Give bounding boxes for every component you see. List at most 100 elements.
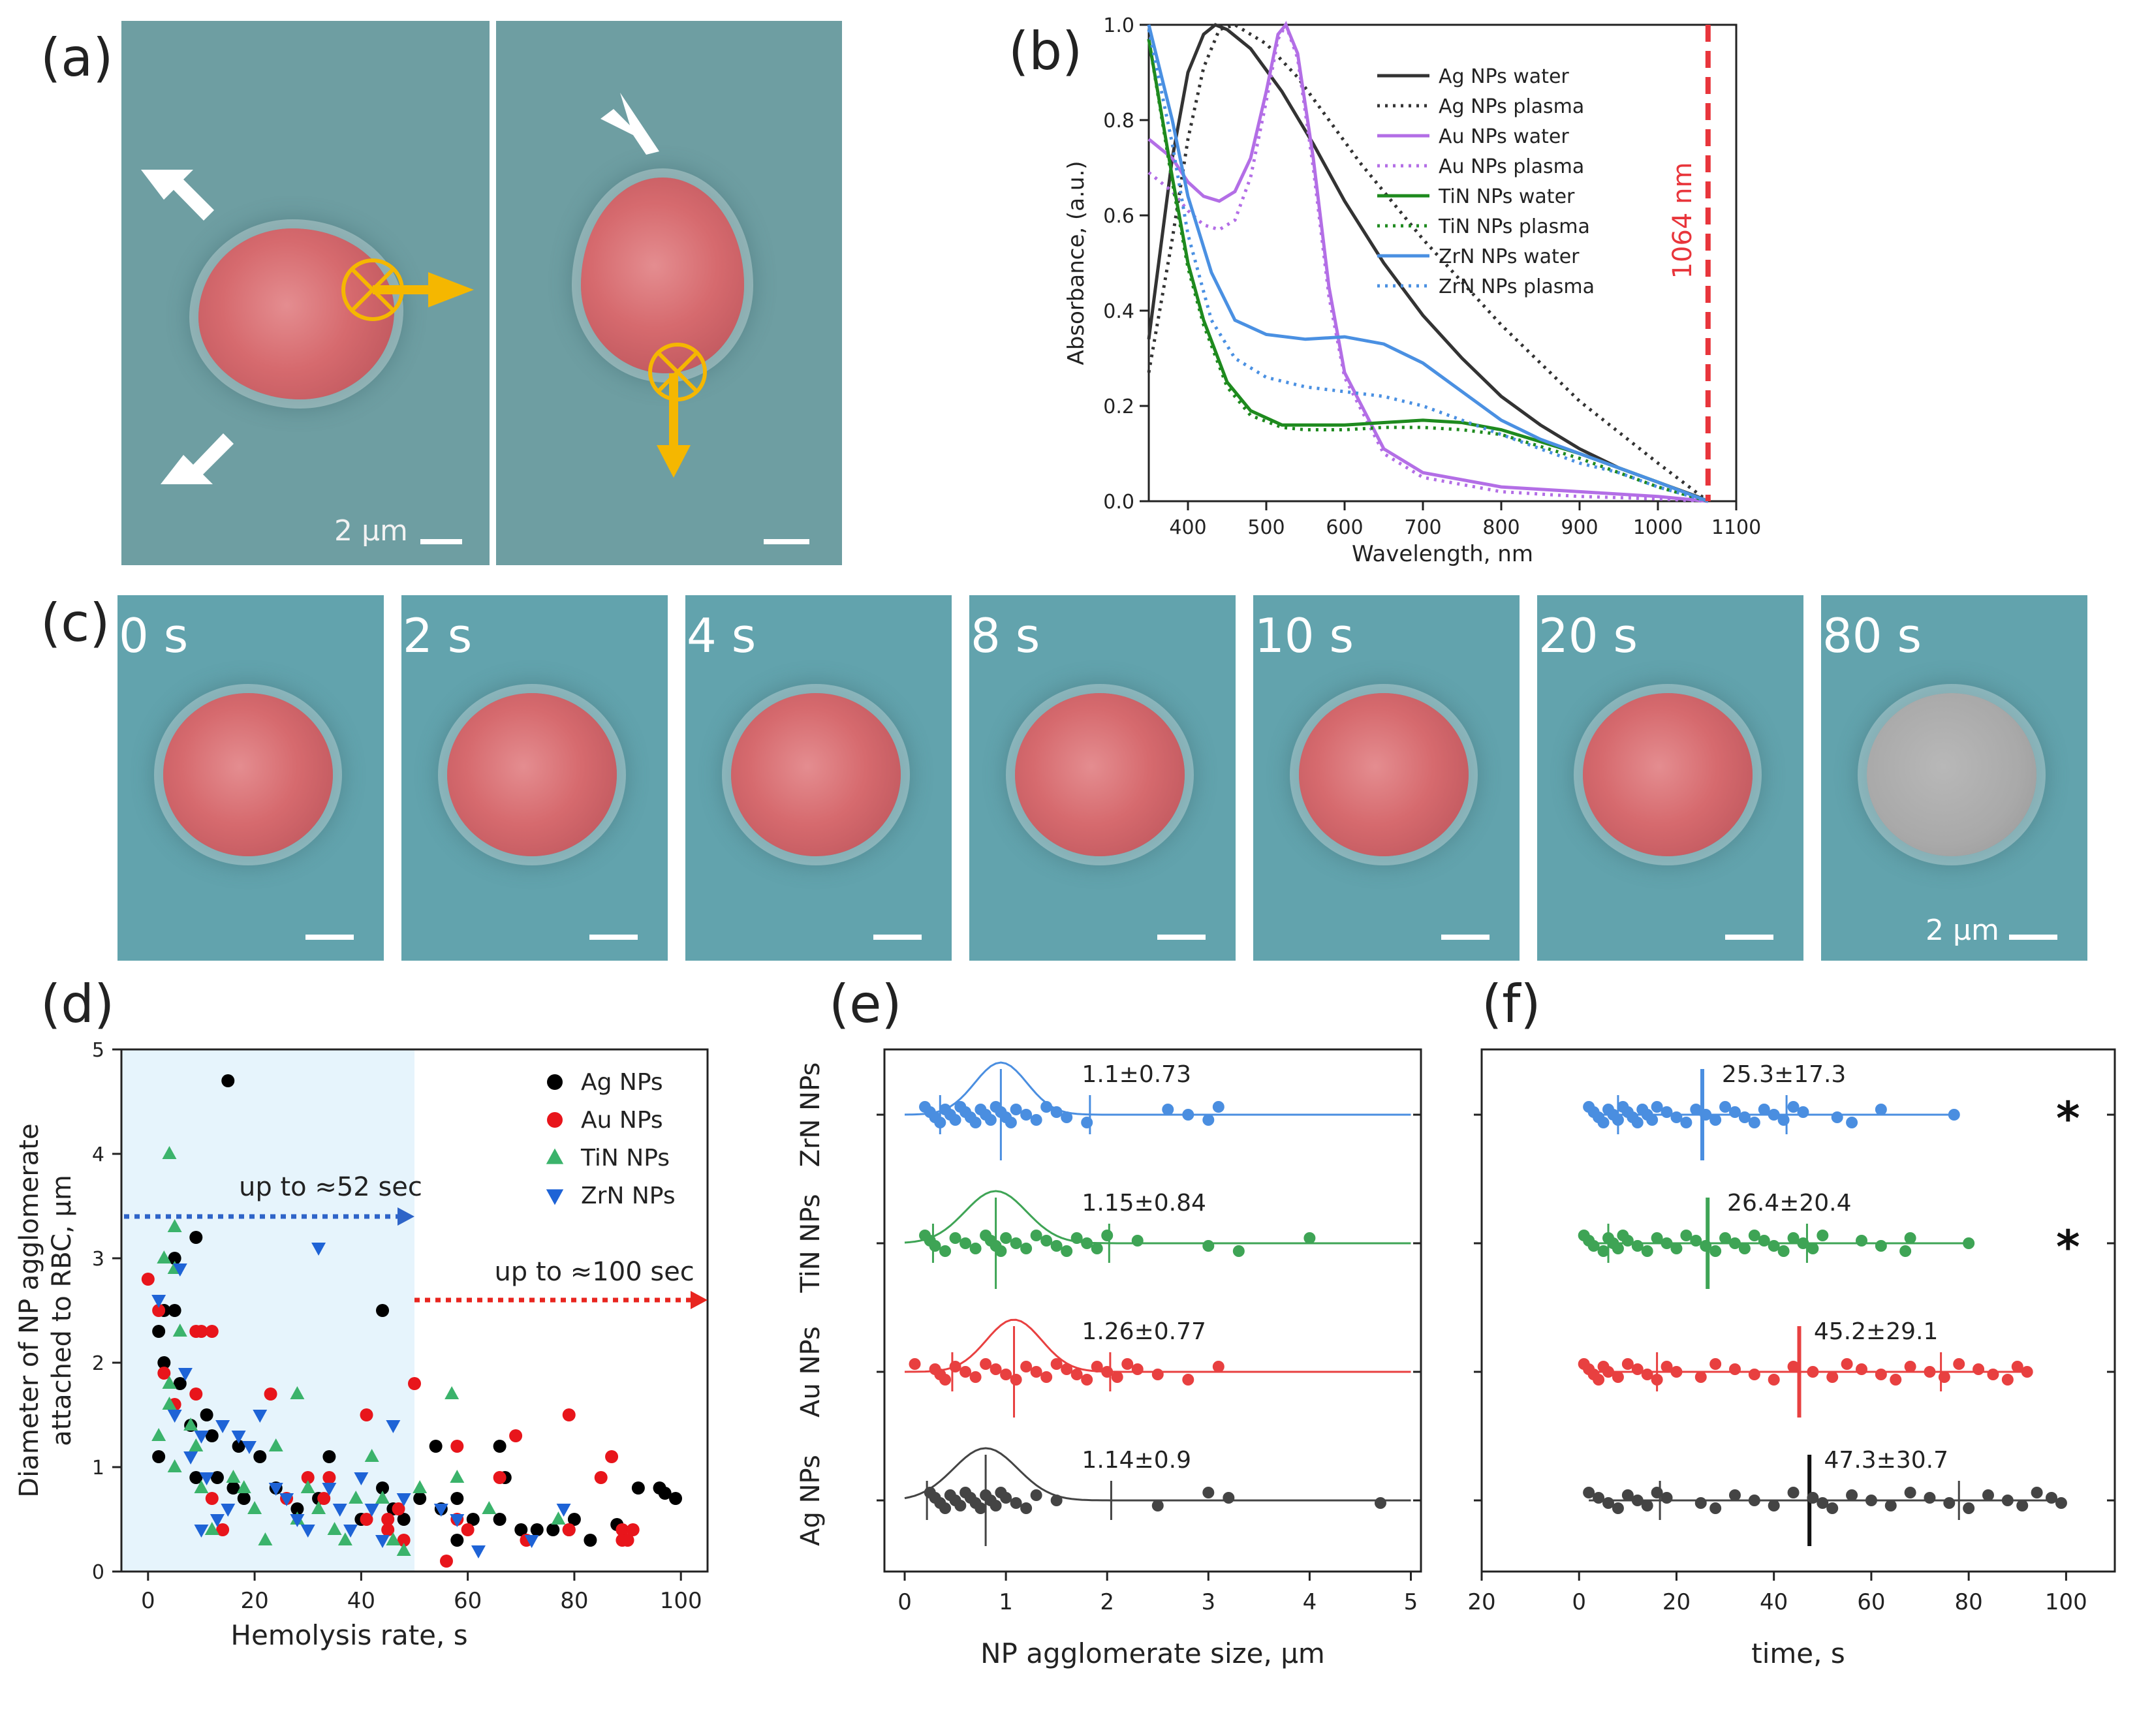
y-axis-label: Absorbance, (a.u.) (1063, 161, 1089, 365)
time-label: 4 s (687, 608, 757, 663)
data-point (1826, 1371, 1839, 1383)
data-point (1797, 1237, 1809, 1249)
data-point (337, 1532, 352, 1545)
data-point (524, 1535, 539, 1548)
data-point (200, 1408, 213, 1421)
data-point (450, 1534, 464, 1547)
data-point (364, 1449, 379, 1462)
data-point (493, 1513, 507, 1526)
series-line (1147, 20, 1708, 503)
data-point (1904, 1232, 1916, 1244)
x-tick-label: 60 (454, 1588, 482, 1614)
data-point (1875, 1369, 1887, 1380)
data-point (1758, 1104, 1770, 1115)
data-point (1641, 1369, 1653, 1380)
data-point (1000, 1232, 1012, 1244)
data-point (1020, 1243, 1033, 1254)
data-point (1030, 1489, 1042, 1501)
data-point (195, 1325, 208, 1338)
data-point (939, 1502, 952, 1514)
data-point (253, 1450, 267, 1463)
data-point (210, 1471, 224, 1484)
data-point (594, 1471, 608, 1484)
annotation-text: up to ≈52 sec (239, 1172, 422, 1202)
data-point (1841, 1358, 1853, 1370)
legend-label: ZrN NPs water (1439, 245, 1580, 268)
series-line (1147, 22, 1709, 503)
data-point (204, 1522, 219, 1535)
data-point (397, 1513, 411, 1526)
y-tick-label: 5 (92, 1039, 104, 1062)
data-point (1748, 1369, 1760, 1380)
legend-label: Ag NPs plasma (1439, 95, 1584, 118)
data-point (934, 1117, 946, 1128)
data-point (1651, 1232, 1663, 1244)
force-arrow-icon (657, 445, 691, 478)
data-point (167, 1219, 182, 1232)
data-point (1621, 1489, 1634, 1501)
data-point (332, 1504, 347, 1517)
time-label: 8 s (971, 608, 1040, 663)
data-point (1111, 1371, 1123, 1383)
data-point (1709, 1502, 1722, 1514)
x-tick-label: 1000 (1633, 516, 1683, 539)
rbc-cell (447, 693, 617, 856)
rbc-cell (1867, 693, 2036, 856)
data-point (1131, 1235, 1144, 1247)
data-point (1040, 1101, 1053, 1113)
data-point (2011, 1361, 2023, 1372)
data-point (461, 1523, 475, 1536)
legend-label: Au NPs (581, 1107, 663, 1134)
data-point (1680, 1117, 1692, 1128)
data-point (1101, 1230, 1114, 1241)
white-arrow-icon (161, 433, 234, 484)
data-point (1651, 1374, 1663, 1386)
data-point (567, 1513, 581, 1526)
x-tick-label: 100 (2045, 1589, 2087, 1615)
panel-a-image-left: 2 μm (121, 21, 490, 565)
scale-bar (420, 539, 462, 544)
y-tick-label: 0 (92, 1561, 104, 1584)
data-point (360, 1513, 373, 1526)
data-point (1182, 1374, 1194, 1386)
data-point (1924, 1366, 1936, 1378)
data-point (396, 1493, 411, 1506)
data-point (969, 1243, 982, 1254)
data-point (1303, 1232, 1316, 1244)
rbc-cell (1299, 693, 1469, 856)
significance-star: * (2056, 1220, 2080, 1274)
time-label: 2 s (403, 608, 473, 663)
legend-marker (546, 1189, 564, 1205)
data-point (1953, 1358, 1965, 1370)
rbc-cell (163, 693, 333, 856)
plot-frame (120, 1048, 709, 1573)
x-tick-label: 40 (347, 1588, 375, 1614)
x-tick-label: 400 (1169, 516, 1206, 539)
rbc-cell (198, 228, 394, 399)
data-point (562, 1523, 576, 1536)
data-point (300, 1480, 315, 1493)
data-point (2055, 1497, 2067, 1509)
data-point (1621, 1235, 1634, 1247)
data-point (949, 1361, 961, 1372)
data-point (1050, 1106, 1063, 1118)
data-point (157, 1250, 172, 1263)
y-tick-label: 0.8 (1103, 110, 1134, 132)
data-point (247, 1501, 262, 1514)
stat-label: 25.3±17.3 (1722, 1061, 1846, 1088)
x-tick-label: 0 (897, 1589, 912, 1615)
time-label: 20 s (1538, 608, 1638, 663)
data-point (1223, 1492, 1235, 1504)
data-point (205, 1492, 219, 1505)
data-point (1700, 1109, 1712, 1121)
data-point (1899, 1245, 1912, 1257)
data-point (2031, 1487, 2043, 1498)
hemolysis-time-chart: 20 0 20 40 60 80 100 time, s 25.3±17.3 * 26.4±20.4… (1467, 1048, 2116, 1669)
data-point (1904, 1487, 1916, 1498)
data-point (949, 1114, 961, 1126)
time-label: 80 s (1822, 608, 1922, 663)
data-point (1787, 1101, 1800, 1113)
data-point (1846, 1117, 1858, 1128)
data-point (482, 1501, 497, 1514)
scale-bar (1725, 935, 1773, 940)
